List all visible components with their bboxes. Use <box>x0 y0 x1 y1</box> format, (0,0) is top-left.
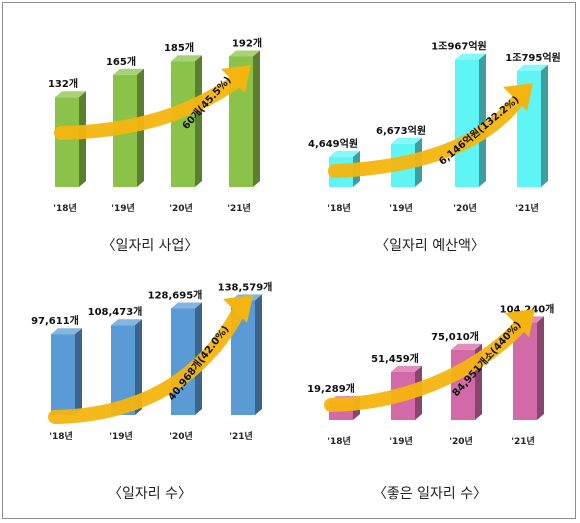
value-label: 185개 <box>164 41 194 54</box>
chart-caption: 〈좋은 일자리 수〉 <box>372 486 488 502</box>
chart-caption: 〈일자리 예산액〉 <box>375 238 485 254</box>
chart-caption: 〈일자리 사업〉 <box>101 238 199 254</box>
value-label: 192개 <box>232 36 262 49</box>
value-label: 132개 <box>48 77 78 90</box>
bar-chart: 97,611개 '18년 108,473개 '19년 128,695개 '20년 138,5… <box>31 280 273 442</box>
bar-chart: 132개'18년165개'19년185개'20년192개'21년60개(45.5… <box>48 36 262 214</box>
chart-panel-job-programs: 132개 '18년 165개 '19년 185개 '20년 192개 '21년 60개(45.5… <box>15 13 285 263</box>
chart-panel-job-count: 97,611개 '18년 108,473개 '19년 128,695개 '20년 138,5… <box>15 265 285 515</box>
value-label: 128,695개 <box>148 288 203 301</box>
category-label: '20년 <box>169 202 193 214</box>
value-label: 1조795억원 <box>505 51 560 64</box>
category-label: '18년 <box>327 435 351 447</box>
bar <box>513 316 544 420</box>
category-label: '20년 <box>453 202 477 214</box>
bar-chart: 19,289개'18년51,459개'19년75,010개'20년104,240… <box>307 302 554 447</box>
bar <box>51 328 82 415</box>
value-label: 108,473개 <box>88 305 143 318</box>
chart-caption: 〈일자리 수〉 <box>108 486 192 502</box>
growth-arrow <box>48 295 253 424</box>
category-label: '21년 <box>511 435 535 447</box>
bar <box>55 91 86 187</box>
category-label: '19년 <box>389 202 413 214</box>
category-label: '20년 <box>449 435 473 447</box>
growth-arrow <box>328 83 533 178</box>
bar <box>171 55 202 188</box>
value-label: 1조967억원 <box>431 40 486 53</box>
category-label: '18년 <box>53 202 77 214</box>
value-label: 6,673억원 <box>376 124 426 137</box>
bar <box>455 53 486 187</box>
category-label: '21년 <box>515 202 539 214</box>
category-label: '19년 <box>109 430 133 442</box>
chart-panel-good-job-count: 19,289개 '18년 51,459개 '19년 75,010개 '20년 104,240… <box>295 265 565 515</box>
value-label: 138,579개 <box>218 280 273 293</box>
value-label: 165개 <box>106 55 136 68</box>
value-label: 19,289개 <box>307 382 355 395</box>
bar <box>231 294 262 415</box>
bar-chart: 4,649억원 '18년 6,673억원 '19년 1조967억원 '20년 1조795억원… <box>308 40 561 214</box>
category-label: '18년 <box>327 202 351 214</box>
category-label: '20년 <box>169 430 193 442</box>
category-label: '21년 <box>229 430 253 442</box>
category-label: '19년 <box>389 435 413 447</box>
value-label: 97,611개 <box>31 314 79 327</box>
chart-panel-job-budget: 4,649억원 '18년 6,673억원 '19년 1조967억원 '20년 1조795억원… <box>295 13 565 263</box>
value-label: 51,459개 <box>371 352 419 365</box>
value-label: 4,649억원 <box>308 137 358 150</box>
growth-arrow <box>54 65 251 140</box>
category-label: '19년 <box>111 202 135 214</box>
category-label: '21년 <box>227 202 251 214</box>
chart-grid-frame: 132개 '18년 165개 '19년 185개 '20년 192개 '21년 60개(45.5… <box>2 2 576 519</box>
growth-arrow <box>324 309 535 412</box>
category-label: '18년 <box>49 430 73 442</box>
value-label: 75,010개 <box>431 330 479 343</box>
